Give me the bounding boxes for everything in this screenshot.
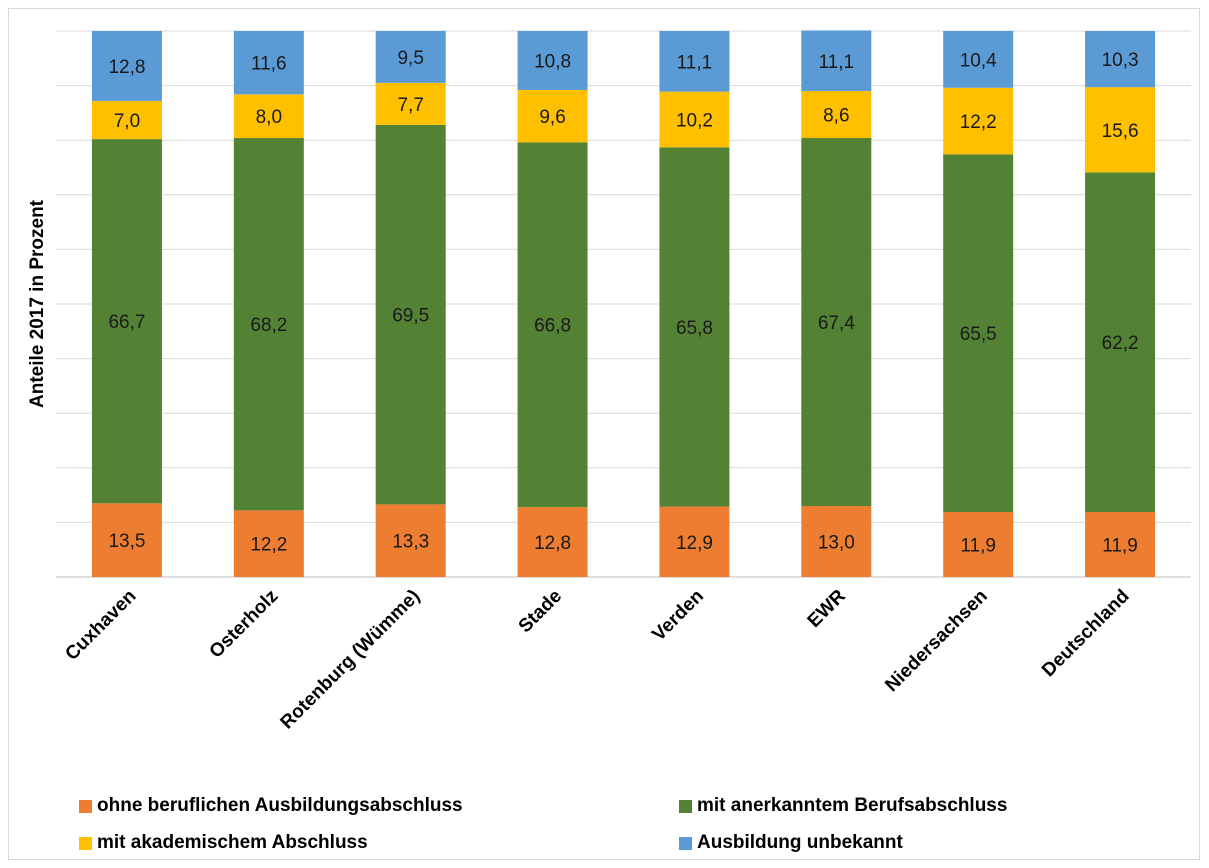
category-label: Verden bbox=[648, 586, 708, 646]
legend-swatch-yellow bbox=[79, 836, 92, 850]
data-label: 11,9 bbox=[960, 536, 996, 557]
legend-label: Ausbildung unbekannt bbox=[697, 832, 903, 853]
bar-segment bbox=[1085, 172, 1156, 513]
data-label: 69,5 bbox=[392, 306, 429, 327]
bar-segment bbox=[375, 124, 446, 505]
legend-item-akademisch: mit akademischem Abschluss bbox=[79, 832, 368, 854]
data-label: 7,0 bbox=[114, 111, 140, 132]
legend-item-ohne-abschluss: ohne beruflichen Ausbildungsabschluss bbox=[79, 795, 463, 817]
data-label: 13,3 bbox=[392, 532, 429, 553]
data-label: 7,7 bbox=[397, 95, 423, 116]
data-label: 13,0 bbox=[818, 533, 855, 554]
data-label: 15,6 bbox=[1102, 121, 1139, 142]
bar-segment bbox=[659, 91, 730, 148]
bar-segment bbox=[943, 31, 1014, 88]
data-label: 12,8 bbox=[108, 57, 145, 78]
data-label: 62,2 bbox=[1102, 333, 1139, 354]
category-label: EWR bbox=[804, 585, 850, 631]
category-label: Deutschland bbox=[1038, 586, 1133, 681]
bar-segment bbox=[659, 506, 730, 577]
data-label: 11,1 bbox=[677, 52, 713, 73]
bar-segment bbox=[91, 139, 162, 504]
bar-segment bbox=[801, 138, 872, 507]
bar-segment bbox=[233, 31, 304, 95]
data-label: 68,2 bbox=[250, 315, 287, 336]
bar-segment bbox=[1085, 512, 1156, 577]
data-label: 13,5 bbox=[108, 531, 145, 552]
bar-segment bbox=[659, 31, 730, 92]
bar-segment bbox=[1085, 87, 1156, 173]
legend-swatch-orange bbox=[79, 799, 92, 813]
data-label: 12,2 bbox=[960, 112, 997, 133]
data-label: 10,4 bbox=[960, 50, 997, 71]
data-label: 66,7 bbox=[108, 312, 145, 333]
bar-segment bbox=[375, 31, 446, 83]
bar-segment bbox=[233, 138, 304, 511]
bar-segment bbox=[659, 147, 730, 507]
data-label: 8,6 bbox=[823, 106, 849, 127]
data-label: 8,0 bbox=[256, 107, 282, 128]
bar-segment bbox=[233, 94, 304, 139]
data-label: 10,3 bbox=[1102, 50, 1139, 71]
bar-segment bbox=[375, 82, 446, 125]
bar-segment bbox=[517, 89, 588, 143]
data-label: 12,2 bbox=[250, 535, 287, 556]
bar-segment bbox=[375, 504, 446, 577]
bar-segment bbox=[801, 30, 872, 92]
data-label: 65,5 bbox=[960, 324, 997, 345]
bar-segment bbox=[801, 91, 872, 139]
data-label: 10,2 bbox=[676, 110, 713, 131]
data-label: 11,6 bbox=[251, 54, 287, 75]
bar-segment bbox=[517, 507, 588, 577]
bar-segment bbox=[91, 31, 162, 101]
legend-swatch-green bbox=[679, 799, 692, 813]
data-label: 12,9 bbox=[676, 533, 713, 554]
data-label: 66,8 bbox=[534, 316, 571, 337]
legend-item-berufsabschluss: mit anerkanntem Berufsabschluss bbox=[679, 795, 1007, 817]
data-label: 11,1 bbox=[819, 52, 855, 73]
category-label: Cuxhaven bbox=[61, 586, 140, 665]
bar-segment bbox=[517, 142, 588, 508]
bar-segment bbox=[517, 31, 588, 90]
stacked-bar-chart: 13,5 66,7 7,0 12,8 Cuxhaven 12,2 68,2 8,0 11,6 Os… bbox=[27, 30, 1191, 734]
legend-item-unbekannt: Ausbildung unbekannt bbox=[679, 832, 903, 854]
bar-segment bbox=[943, 512, 1014, 577]
bar-segment bbox=[943, 154, 1014, 513]
data-label: 9,5 bbox=[397, 48, 423, 69]
category-label: Rotenburg (Wümme) bbox=[277, 586, 425, 734]
bar-segment bbox=[91, 100, 162, 140]
bar-segment bbox=[233, 510, 304, 577]
category-label: Osterholz bbox=[206, 586, 283, 663]
data-label: 9,6 bbox=[539, 107, 565, 128]
y-axis-title: Anteile 2017 in Prozent bbox=[27, 199, 48, 408]
legend-swatch-blue bbox=[679, 836, 692, 850]
data-label: 12,8 bbox=[534, 533, 571, 554]
bar-segment bbox=[91, 503, 162, 577]
legend-label: ohne beruflichen Ausbildungsabschluss bbox=[97, 795, 463, 816]
legend-label: mit akademischem Abschluss bbox=[97, 832, 368, 853]
data-label: 11,9 bbox=[1102, 536, 1138, 557]
bar-segment bbox=[1085, 31, 1156, 88]
data-label: 65,8 bbox=[676, 318, 713, 339]
chart-frame: 13,5 66,7 7,0 12,8 Cuxhaven 12,2 68,2 8,0 11,6 Os… bbox=[8, 8, 1200, 860]
bar-segment bbox=[801, 506, 872, 577]
legend-label: mit anerkanntem Berufsabschluss bbox=[697, 795, 1008, 816]
data-label: 67,4 bbox=[818, 313, 855, 334]
bar-segment bbox=[943, 87, 1014, 155]
data-label: 10,8 bbox=[534, 51, 571, 72]
category-label: Stade bbox=[515, 586, 566, 637]
category-label: Niedersachsen bbox=[881, 586, 991, 696]
